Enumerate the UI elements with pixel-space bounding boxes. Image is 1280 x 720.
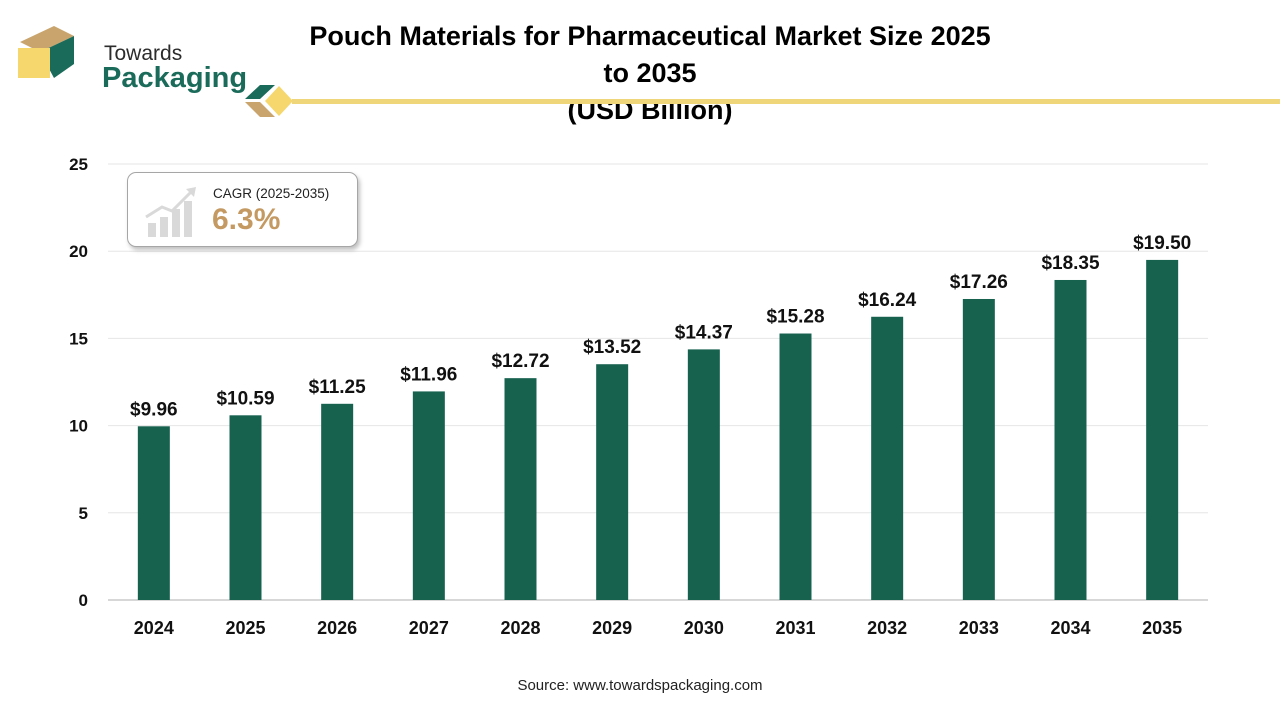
bar-2032 [871,316,904,600]
x-tick-label: 2030 [684,618,724,638]
data-label: $9.96 [130,399,178,420]
data-label: $19.50 [1133,233,1191,254]
brand-logo: Towards Packaging [18,22,248,93]
bar-growth-icon [145,187,196,237]
data-label: $17.26 [950,272,1008,293]
cagr-label: CAGR (2025-2035) [213,186,330,201]
x-tick-label: 2026 [317,618,357,638]
bar-2033 [962,298,995,600]
data-label: $14.37 [675,322,733,343]
brand-name-line2: Packaging [102,62,248,94]
y-tick-label: 0 [79,591,88,610]
x-tick-label: 2031 [775,618,815,638]
x-tick-label: 2034 [1050,618,1090,638]
title-divider-line [292,99,1280,104]
x-tick-label: 2033 [959,618,999,638]
bar-2031 [779,333,812,600]
divider-diamond-icon [245,85,293,117]
chart-title: Pouch Materials for Pharmaceutical Marke… [300,18,1000,129]
source-note: Source: www.towardspackaging.com [517,677,763,694]
chart-title-line1: Pouch Materials for Pharmaceutical Marke… [309,21,991,88]
brand-name-line1: Towards [104,42,183,65]
x-tick-label: 2029 [592,618,632,638]
package-box-icon [18,26,74,78]
data-label: $13.52 [583,337,641,358]
bar-2025 [229,415,262,600]
x-tick-label: 2035 [1142,618,1182,638]
y-tick-label: 5 [79,504,88,523]
y-tick-label: 25 [69,155,88,174]
bar-2034 [1054,279,1087,600]
bar-2026 [321,403,354,600]
bar-2028 [504,378,537,600]
cagr-value: 6.3% [212,203,281,236]
cagr-callout: CAGR (2025-2035) 6.3% [127,172,358,247]
y-tick-label: 15 [69,329,88,348]
x-tick-label: 2028 [500,618,540,638]
x-tick-label: 2027 [409,618,449,638]
data-label: $11.96 [400,364,457,385]
bar-2024 [137,426,170,600]
data-label: $15.28 [766,307,824,328]
x-tick-label: 2025 [225,618,265,638]
x-tick-label: 2032 [867,618,907,638]
data-label: $11.25 [309,377,366,398]
y-tick-label: 10 [69,417,88,436]
bar-2030 [687,349,720,600]
x-tick-label: 2024 [134,618,174,638]
y-tick-label: 20 [69,242,88,261]
data-label: $12.72 [491,351,549,372]
bar-2027 [412,391,445,600]
data-label: $10.59 [216,388,274,409]
bar-2029 [596,364,629,600]
data-label: $18.35 [1041,253,1100,274]
bar-2035 [1146,259,1179,600]
data-label: $16.24 [858,290,917,311]
